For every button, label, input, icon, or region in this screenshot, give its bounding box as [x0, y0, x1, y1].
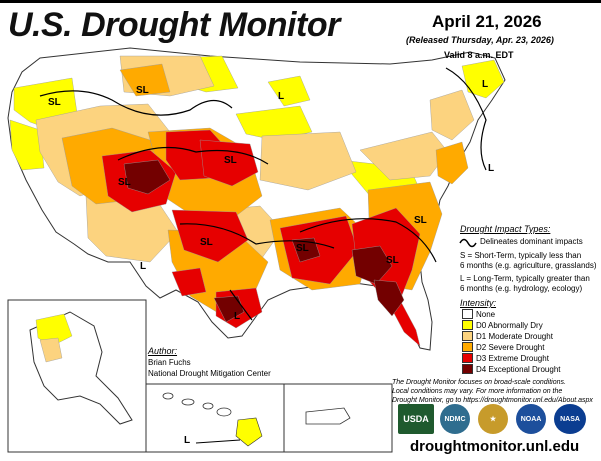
legend-item-d2: D2 Severe Drought: [462, 341, 545, 353]
alaska-d1: [39, 337, 63, 363]
map-label-sl: SL: [200, 237, 213, 248]
legend-swatch: [462, 352, 473, 363]
map-label-sl: SL: [386, 255, 399, 266]
short-term-line-2: 6 months (e.g. agriculture, grasslands): [460, 261, 597, 270]
map-label-l: L: [234, 311, 241, 322]
nasa-logo[interactable]: NASA: [554, 404, 586, 434]
top-border: [0, 0, 601, 3]
map-label-sl: SL: [136, 85, 149, 96]
doc-seal-logo[interactable]: ★: [478, 404, 508, 434]
legend-item-d1: D1 Moderate Drought: [462, 330, 553, 342]
long-term-line-1: L = Long-Term, typically greater than: [460, 274, 590, 283]
map-label-sl: SL: [118, 177, 131, 188]
hawaii-impact-line: [195, 439, 241, 444]
hawaii-islands: [162, 392, 232, 417]
legend-label: D2 Severe Drought: [476, 343, 545, 352]
legend-item-d0: D0 Abnormally Dry: [462, 319, 543, 331]
legend-item-d3: D3 Extreme Drought: [462, 352, 549, 364]
map-label-l: L: [184, 435, 191, 446]
impact-types-heading: Drought Impact Types:: [460, 224, 551, 234]
short-term-line-1: S = Short-Term, typically less than: [460, 251, 582, 260]
alaska-d0: [35, 313, 73, 347]
legend-swatch: [462, 330, 473, 341]
map-label-sl: SL: [296, 243, 309, 254]
legend-label: None: [476, 310, 496, 319]
legend-label: D4 Exceptional Drought: [476, 365, 561, 374]
legend-item-none: None: [462, 308, 496, 320]
intensity-heading: Intensity:: [460, 298, 497, 308]
impact-lines: [39, 67, 487, 321]
legend-label: D0 Abnormally Dry: [476, 321, 543, 330]
release-date: (Released Thursday, Apr. 23, 2026): [406, 35, 554, 45]
footnote-line-1: The Drought Monitor focuses on broad-sca…: [392, 379, 566, 386]
website-link[interactable]: droughtmonitor.unl.edu: [410, 438, 580, 455]
legend-swatch: [462, 363, 473, 374]
map-label-l: L: [278, 91, 285, 102]
map-date: April 21, 2026: [432, 12, 542, 31]
usda-logo[interactable]: USDA: [398, 404, 434, 434]
ndmc-logo-text: NDMC: [444, 415, 466, 423]
usda-logo-text: USDA: [403, 414, 429, 424]
seal-icon: ★: [489, 416, 497, 423]
legend-swatch: [462, 341, 473, 352]
legend-item-d4: D4 Exceptional Drought: [462, 363, 561, 375]
nasa-logo-text: NASA: [560, 415, 580, 423]
noaa-logo-text: NOAA: [520, 415, 542, 423]
map-label-l: L: [488, 163, 495, 174]
d4-areas: [123, 159, 405, 323]
footnote-line-2: Local conditions may vary. For more info…: [392, 388, 563, 395]
author-organization: National Drought Mitigation Center: [148, 369, 271, 378]
legend-swatch: [462, 319, 473, 330]
ndmc-logo[interactable]: NDMC: [440, 404, 470, 434]
author-name: Brian Fuchs: [148, 358, 191, 367]
legend-swatch: [462, 308, 473, 319]
impact-line-sample: [459, 238, 477, 248]
map-label-l: L: [140, 261, 147, 272]
impact-line-description: Delineates dominant impacts: [480, 237, 583, 246]
legend-label: D3 Extreme Drought: [476, 354, 549, 363]
puerto-rico-shape: [305, 407, 351, 425]
footnote-line-3: Drought Monitor, go to https://droughtmo…: [392, 397, 593, 404]
map-label-sl: SL: [48, 97, 61, 108]
map-title: U.S. Drought Monitor: [8, 6, 340, 44]
map-label-sl: SL: [414, 215, 427, 226]
hawaii-big-island-d0: [235, 417, 263, 447]
noaa-logo[interactable]: NOAA: [516, 404, 546, 434]
valid-time: Valid 8 a.m. EDT: [444, 50, 514, 60]
author-heading: Author:: [148, 346, 178, 356]
map-label-l: L: [482, 79, 489, 90]
legend-label: D1 Moderate Drought: [476, 332, 553, 341]
long-term-line-2: 6 months (e.g. hydrology, ecology): [460, 284, 583, 293]
map-label-sl: SL: [224, 155, 237, 166]
footnote: The Drought Monitor focuses on broad-sca…: [392, 378, 593, 405]
